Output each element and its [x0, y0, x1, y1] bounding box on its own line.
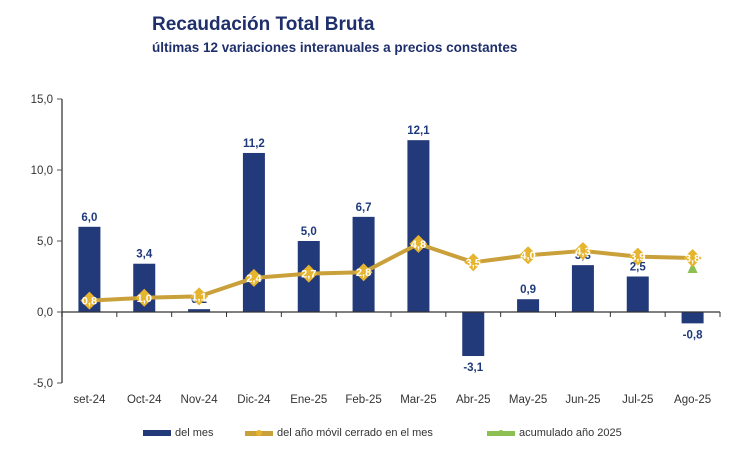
x-tick-label: Oct-24 — [127, 394, 162, 406]
line-marker — [80, 291, 99, 310]
x-tick-label: set-24 — [73, 394, 106, 406]
bar-data-label: 3,4 — [136, 249, 153, 261]
x-tick-label: Mar-25 — [400, 394, 436, 406]
y-tick-label: 10,0 — [31, 165, 53, 177]
legend-label: del mes — [175, 427, 214, 439]
x-tick-label: Nov-24 — [181, 394, 219, 406]
bar — [517, 299, 540, 312]
x-tick-label: Ene-25 — [290, 394, 327, 406]
bar-data-label: 12,1 — [407, 125, 430, 137]
x-tick-label: Ago-25 — [674, 394, 711, 406]
bar — [407, 140, 430, 312]
line-data-label: 4,8 — [411, 239, 426, 251]
line-marker — [244, 268, 263, 287]
line-data-label: 2,7 — [301, 269, 316, 281]
bar — [78, 226, 101, 312]
bar-data-label: 2,5 — [630, 262, 647, 274]
bar-data-label: 5,0 — [301, 226, 317, 238]
x-tick-label: Jul-25 — [622, 394, 653, 406]
x-tick-label: May-25 — [509, 394, 547, 406]
chart-title: Recaudación Total Bruta — [152, 14, 375, 35]
legend-label: acumulado año 2025 — [519, 427, 622, 439]
line-data-label: 3,8 — [685, 253, 700, 265]
bar-data-label: 6,0 — [81, 212, 97, 224]
legend-swatch-green — [487, 429, 515, 436]
line-marker — [354, 263, 373, 282]
marker-acumulado — [687, 261, 698, 273]
legend-item-acumulado: acumulado año 2025 — [487, 427, 622, 439]
legend-swatch-bar — [143, 430, 171, 436]
bar-data-label: -3,1 — [463, 362, 483, 374]
y-tick-label: -5,0 — [33, 378, 53, 390]
line-data-label: 3,5 — [466, 257, 481, 269]
line-data-label: 2,8 — [356, 267, 371, 279]
line-marker — [299, 264, 318, 283]
line-data-label: 2,4 — [246, 273, 262, 285]
x-tick-label: Feb-25 — [345, 394, 381, 406]
line-marker — [190, 287, 209, 306]
line-marker — [628, 247, 647, 266]
bar-data-label: 0,9 — [520, 284, 536, 296]
bar-data-label: 11,2 — [243, 138, 265, 150]
x-tick-label: Abr-25 — [456, 394, 491, 406]
line-data-label: 1,0 — [137, 293, 152, 305]
y-tick-label: 5,0 — [37, 236, 53, 248]
line-marker — [135, 288, 154, 307]
bar-data-label: -0,8 — [683, 329, 703, 341]
line-data-label: 4,0 — [520, 250, 535, 262]
line-marker — [683, 249, 702, 268]
bar — [188, 309, 211, 312]
legend-label: del año móvil cerrado en el mes — [277, 427, 433, 439]
x-tick-label: Dic-24 — [237, 394, 271, 406]
line-data-label: 1,1 — [191, 291, 206, 303]
chart-subtitle: últimas 12 variaciones interanuales a pr… — [152, 40, 518, 55]
bar-data-label: 6,7 — [356, 202, 372, 214]
legend-swatch-line — [245, 429, 273, 436]
line-anio-movil — [89, 241, 693, 303]
x-tick-label: Jun-25 — [565, 394, 600, 406]
line-marker — [409, 234, 428, 253]
line-marker — [573, 241, 592, 260]
legend-item-del-mes: del mes — [143, 427, 214, 439]
bar — [681, 312, 704, 324]
bar — [462, 312, 485, 357]
line-data-label: 4,3 — [575, 246, 590, 258]
y-tick-label: 15,0 — [31, 94, 53, 106]
legend-item-anio-movil: del año móvil cerrado en el mes — [245, 427, 433, 439]
bar — [626, 276, 649, 312]
line-data-label: 0,8 — [82, 296, 97, 308]
line-marker — [464, 253, 483, 272]
bar — [242, 152, 265, 312]
line-marker — [519, 246, 538, 265]
line-data-label: 3,9 — [630, 252, 645, 264]
bar — [571, 265, 594, 312]
y-tick-label: 0,0 — [37, 307, 53, 319]
